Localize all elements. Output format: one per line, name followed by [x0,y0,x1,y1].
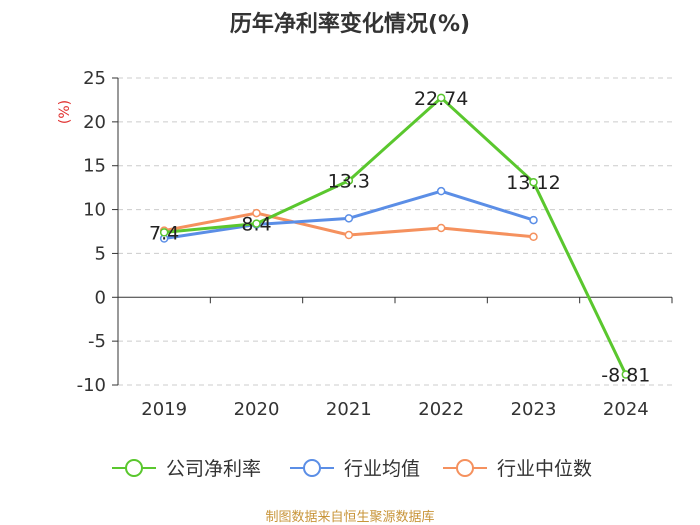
data-label: 13.3 [328,171,370,193]
data-label: 13.12 [506,172,560,194]
legend-marker [125,459,143,477]
data-point [529,215,538,225]
y-tick-label: 15 [83,156,106,177]
x-tick-label: 2019 [141,399,187,420]
data-point [621,370,631,379]
data-point [252,208,261,218]
data-point [436,186,446,196]
chart-title: 历年净利率变化情况(%) [229,12,471,37]
y-tick-label: 20 [83,112,106,133]
y-tick-label: 25 [83,68,106,89]
data-point [344,214,354,223]
source-note: 制图数据来自恒生聚源数据库 [265,510,435,525]
legend-marker [456,459,474,477]
legend-label: 公司净利率 [166,458,261,480]
x-tick-label: 2020 [234,399,280,420]
legend-marker [303,459,321,477]
data-point [159,228,169,237]
data-point [436,223,446,233]
legend-label: 行业中位数 [497,458,592,480]
y-tick-label: 5 [95,243,106,264]
data-label: -8.81 [601,365,650,387]
y-tick-label: 0 [95,287,106,308]
data-point [529,232,538,242]
data-point [252,219,261,228]
data-label: 7.4 [149,222,179,244]
y-tick-label: 10 [83,200,106,221]
data-point [344,230,354,240]
x-tick-label: 2022 [418,399,464,420]
legend-label: 行业均值 [344,458,420,480]
x-tick-label: 2024 [603,399,649,420]
y-axis-label: (%) [57,100,73,124]
data-point [344,176,354,185]
data-label: 8.4 [241,214,271,236]
data-point [529,177,538,187]
x-tick-label: 2023 [511,399,557,420]
data-label: 22.74 [414,88,468,110]
series-line [164,96,628,376]
y-tick-label: -5 [88,331,106,352]
data-point [436,93,446,103]
x-tick-label: 2021 [326,399,372,420]
y-tick-label: -10 [77,375,106,396]
